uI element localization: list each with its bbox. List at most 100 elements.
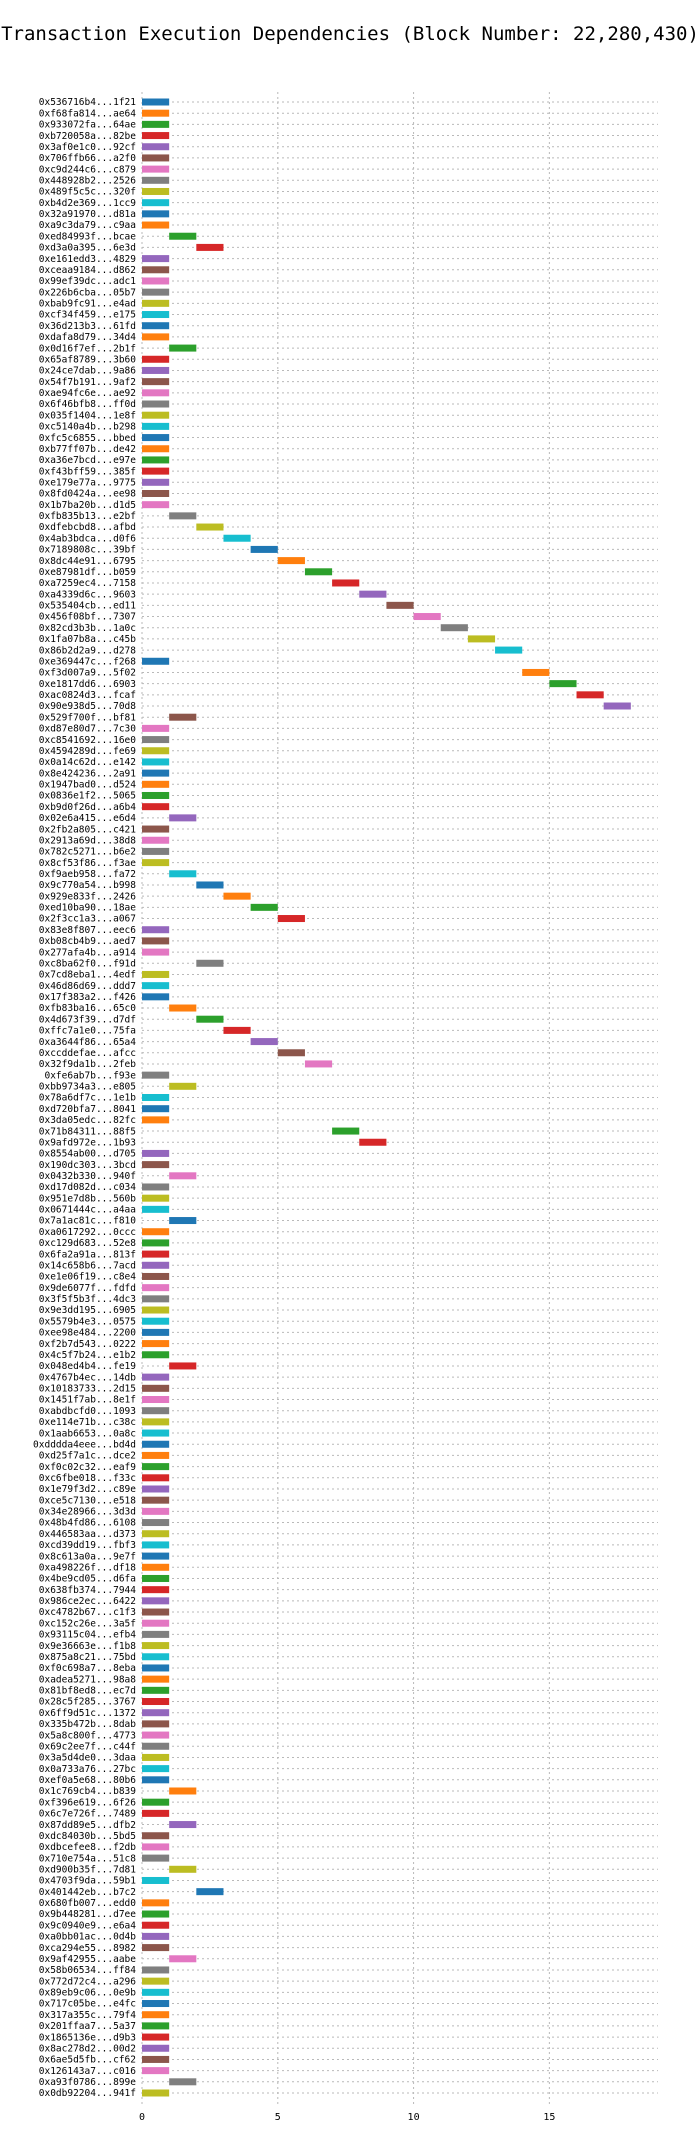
transaction-bar (250, 545, 278, 553)
y-tick-label: 0x32f9da1b...2feb (39, 1059, 137, 1070)
transaction-bar (169, 2078, 197, 2086)
y-tick-label: 0xca294e55...8982 (39, 1943, 136, 1954)
y-tick-label: 0xe87981df...b059 (39, 567, 137, 578)
transaction-bar (142, 389, 170, 397)
transaction-bar (142, 1966, 170, 1974)
y-tick-label: 0x7cd8eba1...4edf (39, 970, 136, 981)
transaction-bar (142, 2033, 170, 2041)
transaction-bar (467, 635, 496, 643)
transaction-bar (250, 1038, 278, 1046)
y-tick-label: 0x8e424236...2a91 (39, 768, 137, 779)
y-tick-label: 0x3da05edc...82fc (39, 1115, 136, 1126)
y-tick-label: 0x048ed4b4...fe19 (39, 1361, 137, 1372)
transaction-bar (142, 187, 170, 195)
transaction-bar (169, 232, 197, 240)
transaction-bar (250, 903, 278, 911)
transaction-bar (142, 1328, 170, 1336)
transaction-bar (142, 1742, 170, 1750)
y-tick-label: 0x90e938d5...70d8 (39, 701, 137, 712)
y-tick-label: 0x772d72c4...a296 (39, 1976, 137, 1987)
transaction-bar (142, 1619, 170, 1627)
transaction-bar (142, 993, 170, 1001)
y-tick-label: 0x2f3cc1a3...a067 (39, 914, 136, 925)
transaction-bar (142, 1161, 170, 1169)
transaction-bar (277, 557, 305, 565)
y-tick-label: 0x1c769cb4...b839 (39, 1786, 137, 1797)
y-tick-label: 0x8dc44e91...6795 (39, 556, 136, 567)
y-tick-label: 0x17f383a2...f426 (39, 992, 137, 1003)
transaction-bar (142, 1574, 170, 1582)
y-tick-label: 0xf2b7d543...0222 (39, 1339, 136, 1350)
transaction-bar (142, 1149, 170, 1157)
transaction-bar (142, 982, 170, 990)
y-tick-label: 0x035f1404...1e8f (39, 410, 136, 421)
y-tick-label: 0x3a5d4de0...3daa (39, 1753, 136, 1764)
transaction-bar (169, 713, 197, 721)
y-tick-label: 0x87dd89e5...dfb2 (39, 1820, 136, 1831)
y-tick-label: 0x1fa07b8a...c45b (39, 634, 137, 645)
transaction-bar (495, 646, 523, 654)
y-tick-label: 0x0db92204...941f (39, 2088, 136, 2099)
transaction-bar (142, 1396, 170, 1404)
y-tick-label: 0x89eb9c06...0e9b (39, 1988, 137, 1999)
y-tick-label: 0xd900b35f...7d81 (39, 1864, 137, 1875)
y-tick-label: 0x226b6cba...05b7 (39, 287, 136, 298)
transaction-bar (142, 322, 170, 330)
y-tick-label: 0x86b2d2a9...d278 (39, 645, 137, 656)
transaction-bar (142, 1720, 170, 1728)
y-tick-label: 0xb77ff07b...de42 (39, 444, 136, 455)
transaction-bar (196, 1888, 224, 1896)
y-tick-label: 0xdbcefee8...f2db (39, 1842, 137, 1853)
transaction-bar (169, 870, 197, 878)
y-tick-label: 0x9de6077f...fdfd (39, 1283, 136, 1294)
y-tick-label: 0x446583aa...d373 (39, 1529, 136, 1540)
transaction-bar (142, 333, 170, 341)
transaction-bar (142, 411, 170, 419)
transaction-bar (196, 1015, 224, 1023)
y-tick-label: 0xe114e71b...c38c (39, 1417, 136, 1428)
y-tick-label: 0x8fd0424a...ee98 (39, 489, 137, 500)
transaction-bar (142, 825, 170, 833)
y-tick-label: 0xa36e7bcd...e97e (39, 455, 137, 466)
transaction-bar (142, 456, 170, 464)
y-tick-label: 0x14c658b6...7acd (39, 1260, 136, 1271)
transaction-bar (142, 1843, 170, 1851)
y-tick-label: 0x9e3dd195...6905 (39, 1305, 136, 1316)
transaction-bar (223, 534, 251, 542)
y-tick-label: 0xc152c26e...3a5f (39, 1618, 136, 1629)
y-tick-label: 0x7189808c...39bf (39, 545, 136, 556)
y-tick-label: 0x401442eb...b7c2 (39, 1887, 136, 1898)
transaction-bar (142, 400, 170, 408)
y-tick-label: 0xc9d244c6...c879 (39, 164, 137, 175)
y-tick-labels: 0x536716b4...1f210xf68fa814...ae640x9330… (33, 97, 136, 2099)
y-tick-label: 0xf3d007a9...5f02 (39, 668, 136, 679)
y-tick-label: 0x1aab6653...0a8c (39, 1428, 136, 1439)
transaction-bar (169, 512, 197, 520)
transaction-bar (142, 2011, 170, 2019)
transaction-bar (142, 355, 170, 363)
x-tick-label: 5 (275, 2112, 281, 2123)
y-tick-label: 0xdc84030b...5bd5 (39, 1831, 136, 1842)
y-tick-label: 0x3f5f5b3f...4dc3 (39, 1294, 136, 1305)
transaction-bar (142, 378, 170, 386)
transaction-bar (386, 601, 414, 609)
transaction-bar (169, 1362, 197, 1370)
transaction-bar (169, 344, 197, 352)
transaction-bar (169, 1172, 197, 1180)
transaction-bar (142, 803, 170, 811)
transaction-bar (142, 1519, 170, 1527)
transaction-bar (142, 1809, 170, 1817)
transaction-bar (142, 2022, 170, 2030)
transaction-bar (142, 1988, 170, 1996)
y-tick-label: 0x5579b4e3...0575 (39, 1316, 136, 1327)
transaction-bar (142, 1944, 170, 1952)
transaction-bar (142, 1094, 170, 1101)
y-tick-label: 0x8554ab00...d705 (39, 1149, 136, 1160)
transaction-bar (142, 210, 170, 218)
y-tick-label: 0x317a355c...79f4 (39, 2010, 137, 2021)
y-tick-label: 0x82cd3b3b...1a0c (39, 623, 136, 634)
transaction-bar (277, 915, 305, 923)
y-tick-label: 0x875a8c21...75bd (39, 1652, 136, 1663)
transaction-bar (142, 299, 170, 307)
transaction-bar (576, 691, 604, 699)
